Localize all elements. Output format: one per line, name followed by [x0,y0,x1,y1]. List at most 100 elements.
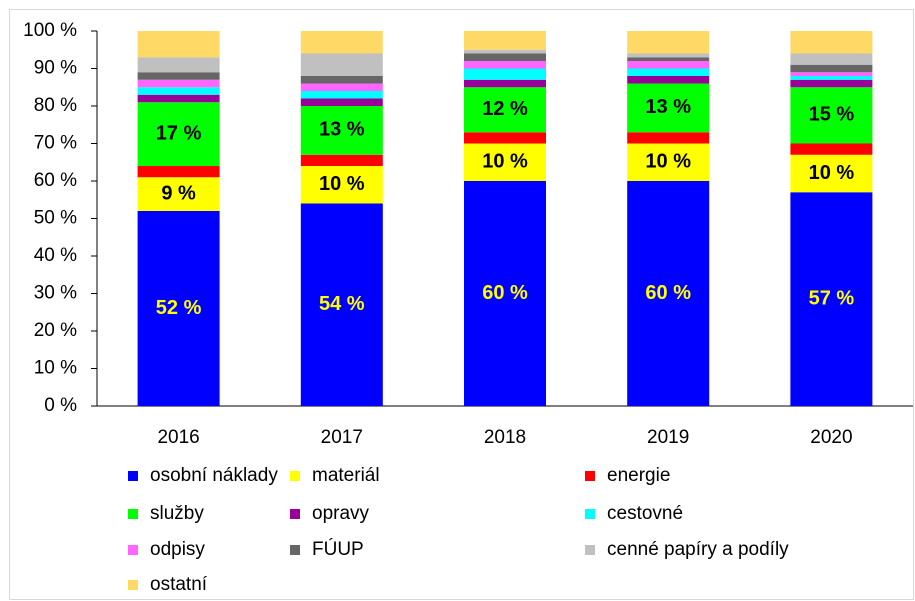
bar-segment [300,203,383,406]
legend-swatch [128,471,138,481]
x-tick-label: 2020 [810,427,852,448]
legend-swatch [128,580,138,590]
legend-label: osobní náklady [150,465,278,486]
data-label: 12 % [482,98,528,120]
bar-segment [464,31,546,50]
y-tick-label: 70 % [34,133,77,154]
bar-segment [627,132,710,144]
data-label: 10 % [482,151,528,173]
bar-segment [790,87,873,144]
bar-segment [464,68,546,80]
bar-segment [627,181,710,406]
bar-segment [627,143,710,181]
data-label: 10 % [809,162,855,184]
data-label: 10 % [645,151,691,173]
bar-segment [300,91,383,99]
bar-segment [790,64,873,73]
y-tick-label: 100 % [23,20,77,41]
data-label: 60 % [482,282,528,304]
data-label: 17 % [156,122,202,144]
y-tick-label: 90 % [34,58,77,79]
data-label: 52 % [156,297,202,319]
bar-segment [300,76,383,84]
bar-segment [464,181,546,406]
bar-segment [627,76,710,84]
bar-segment [790,53,873,65]
x-tick-label: 2019 [647,427,689,448]
legend-swatch [290,509,300,519]
data-label: 13 % [645,96,691,118]
bar-segment [790,76,873,80]
bar-segment [137,31,220,58]
data-label: 13 % [319,119,365,141]
bar-segment [790,31,873,54]
bar-segment [464,79,546,88]
legend-label: služby [150,503,204,524]
y-tick-label: 0 % [44,395,77,416]
chart-frame [9,9,914,600]
bar-segment [464,61,546,69]
bar-segment [627,53,710,58]
legend-swatch [290,545,300,555]
legend-swatch [585,471,595,481]
bar-segment [627,57,710,61]
bar-segment [627,31,710,54]
y-tick-label: 30 % [34,283,77,304]
legend-swatch [585,545,595,555]
bar-segment [300,31,383,54]
bar-segment [627,68,710,76]
legend-label: cenné papíry a podíly [607,539,789,560]
bar-segment [627,61,710,69]
bar-segment [627,83,710,133]
data-label: 57 % [809,287,855,309]
bar-segment [790,154,873,193]
bar-segment [137,211,220,406]
legend-label: FÚUP [312,538,364,560]
data-label: 15 % [809,104,855,126]
data-label: 54 % [319,293,365,315]
bar-segment [464,87,546,133]
legend-label: opravy [312,503,370,524]
bar-segment [790,192,873,406]
x-tick-label: 2018 [484,427,526,448]
bar-segment [464,49,546,54]
x-tick-label: 2017 [321,427,363,448]
bar-segment [137,166,220,178]
bar-segment [137,102,220,166]
bar-segment [790,79,873,88]
legend-label: ostatní [150,574,208,595]
bar-segment [464,143,546,181]
y-tick-label: 60 % [34,170,77,191]
bar-segment [300,83,383,91]
y-tick-label: 20 % [34,320,77,341]
legend-label: odpisy [150,539,205,560]
bar-segment [464,53,546,61]
y-tick-label: 80 % [34,95,77,116]
bar-segment [464,132,546,144]
y-tick-label: 10 % [34,358,77,379]
bar-segment [790,143,873,155]
legend-swatch [290,471,300,481]
legend-label: cestovné [607,503,683,524]
data-label: 10 % [319,173,365,195]
data-label: 60 % [645,282,691,304]
bar-segment [300,106,383,155]
x-tick-label: 2016 [157,427,199,448]
bar-segment [137,57,220,73]
bar-segment [137,72,220,80]
y-tick-label: 40 % [34,245,77,266]
bar-segment [137,87,220,95]
bar-segment [300,154,383,166]
legend-swatch [128,509,138,519]
legend-swatch [128,545,138,555]
bar-segment [137,94,220,103]
legend-swatch [585,509,595,519]
bar-segment [300,166,383,204]
bar-segment [790,72,873,76]
data-label: 9 % [161,182,196,204]
legend-label: materiál [312,465,380,486]
bar-segment [137,79,220,88]
bar-segment [300,98,383,106]
bar-segment [137,177,220,211]
